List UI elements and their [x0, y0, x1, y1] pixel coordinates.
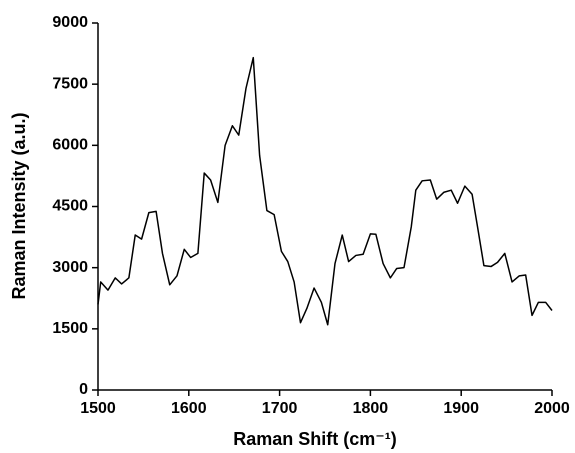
data-line	[97, 56, 553, 326]
y-tick-label: 0	[79, 381, 88, 398]
y-tick-label: 1500	[52, 320, 88, 337]
y-tick-label: 3000	[52, 259, 88, 276]
x-tick-label: 1700	[262, 400, 298, 417]
x-axis-title: Raman Shift (cm⁻¹)	[233, 429, 397, 449]
y-axis-title: Raman Intensity (a.u.)	[9, 112, 29, 299]
y-tick-label: 4500	[52, 198, 88, 215]
x-tick-label: 1900	[443, 400, 479, 417]
x-tick-label: 1800	[353, 400, 389, 417]
x-tick-label: 1600	[171, 400, 207, 417]
y-tick-label: 6000	[52, 137, 88, 154]
y-tick-label: 9000	[52, 14, 88, 31]
x-tick-label: 1500	[80, 400, 116, 417]
x-tick-label: 2000	[534, 400, 570, 417]
y-tick-label: 7500	[52, 75, 88, 92]
